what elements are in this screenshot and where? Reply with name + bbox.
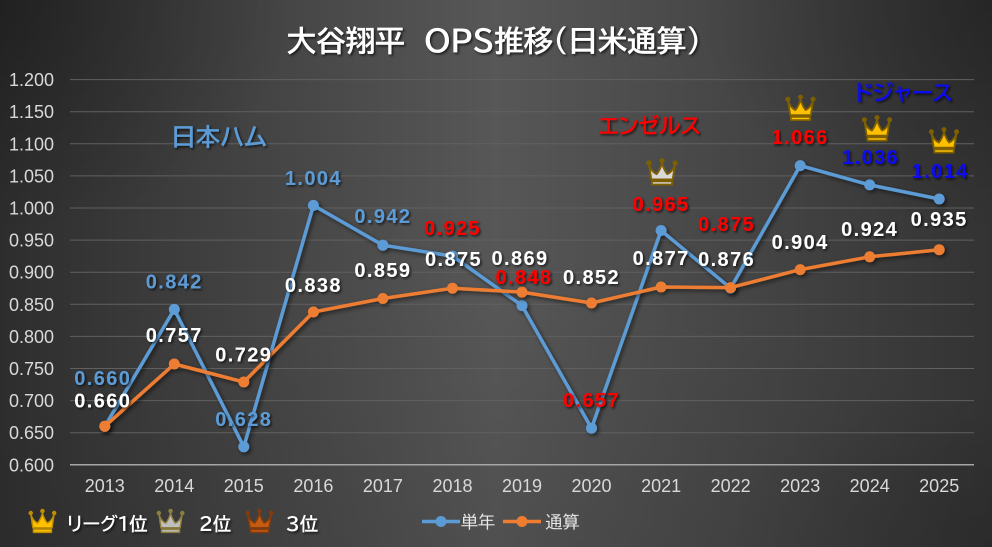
- svg-text:2015: 2015: [224, 476, 264, 496]
- svg-text:0.924: 0.924: [841, 219, 898, 241]
- svg-text:2016: 2016: [293, 476, 333, 496]
- svg-text:2024: 2024: [850, 476, 890, 496]
- svg-text:0.925: 0.925: [424, 218, 481, 240]
- svg-text:0.838: 0.838: [285, 275, 342, 297]
- svg-text:0.877: 0.877: [633, 248, 690, 270]
- svg-text:2017: 2017: [363, 476, 403, 496]
- svg-text:0.904: 0.904: [772, 232, 829, 254]
- svg-text:0.660: 0.660: [74, 391, 131, 413]
- svg-text:2022: 2022: [711, 476, 751, 496]
- svg-text:0.869: 0.869: [491, 248, 548, 270]
- svg-text:0.800: 0.800: [9, 327, 54, 347]
- svg-text:1.050: 1.050: [9, 166, 54, 186]
- svg-text:0.852: 0.852: [563, 267, 620, 289]
- svg-text:0.750: 0.750: [9, 359, 54, 379]
- svg-text:0.657: 0.657: [563, 390, 620, 412]
- svg-text:1.014: 1.014: [912, 161, 969, 183]
- svg-text:1.004: 1.004: [285, 168, 342, 190]
- svg-text:1.066: 1.066: [772, 127, 829, 149]
- svg-text:0.628: 0.628: [215, 409, 272, 431]
- svg-text:1.000: 1.000: [9, 199, 54, 219]
- svg-text:0.942: 0.942: [354, 206, 411, 228]
- svg-text:2025: 2025: [919, 476, 959, 496]
- svg-text:0.965: 0.965: [633, 194, 690, 216]
- svg-text:0.757: 0.757: [146, 325, 203, 347]
- svg-text:2023: 2023: [780, 476, 820, 496]
- svg-text:0.660: 0.660: [74, 368, 131, 390]
- svg-text:0.848: 0.848: [495, 267, 552, 289]
- svg-text:0.950: 0.950: [9, 231, 54, 251]
- svg-text:1.100: 1.100: [9, 134, 54, 154]
- svg-text:0.900: 0.900: [9, 263, 54, 283]
- svg-text:0.700: 0.700: [9, 391, 54, 411]
- svg-text:0.650: 0.650: [9, 423, 54, 443]
- svg-text:1.036: 1.036: [842, 147, 899, 169]
- svg-text:0.859: 0.859: [354, 260, 411, 282]
- svg-text:0.850: 0.850: [9, 295, 54, 315]
- svg-text:2019: 2019: [502, 476, 542, 496]
- svg-text:0.842: 0.842: [146, 272, 203, 294]
- svg-text:0.876: 0.876: [698, 249, 755, 271]
- svg-text:2013: 2013: [85, 476, 125, 496]
- svg-text:2020: 2020: [571, 476, 611, 496]
- svg-text:2021: 2021: [641, 476, 681, 496]
- svg-text:1.200: 1.200: [9, 70, 54, 90]
- svg-text:0.875: 0.875: [698, 214, 755, 236]
- svg-text:0.600: 0.600: [9, 455, 54, 475]
- svg-text:1.150: 1.150: [9, 102, 54, 122]
- svg-text:2018: 2018: [432, 476, 472, 496]
- svg-text:0.729: 0.729: [215, 345, 272, 367]
- svg-text:0.875: 0.875: [425, 249, 482, 271]
- svg-text:2014: 2014: [154, 476, 194, 496]
- svg-text:0.935: 0.935: [911, 209, 968, 231]
